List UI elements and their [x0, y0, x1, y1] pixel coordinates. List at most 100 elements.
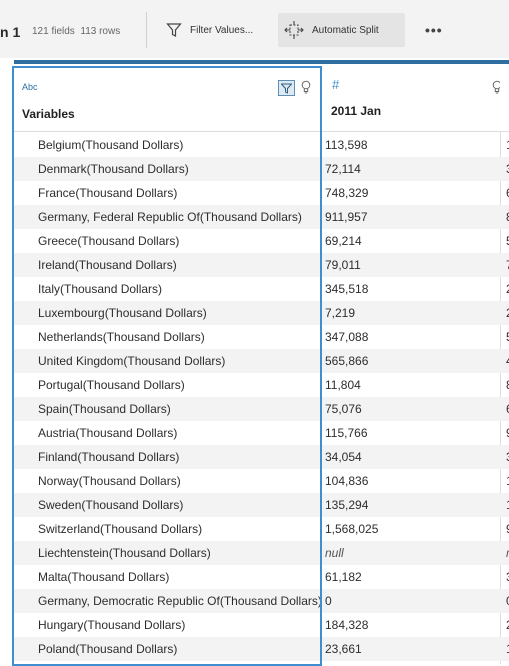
table-row[interactable]: Poland(Thousand Dollars) 23,661 1: [12, 637, 509, 661]
table-row[interactable]: Italy(Thousand Dollars) 345,518 2: [12, 277, 509, 301]
table-row[interactable]: Ireland(Thousand Dollars) 79,011 7: [12, 253, 509, 277]
cell-2011-jan[interactable]: 911,957: [325, 210, 368, 224]
cell-variable[interactable]: Luxembourg(Thousand Dollars): [38, 306, 207, 320]
cell-2011-jan[interactable]: 184,328: [325, 618, 369, 632]
cell-2011-jan[interactable]: 345,518: [325, 282, 369, 296]
cell-next-column[interactable]: 8: [506, 205, 509, 229]
automatic-split-button[interactable]: Automatic Split: [278, 13, 405, 47]
cell-variable[interactable]: Italy(Thousand Dollars): [38, 282, 163, 296]
table-row[interactable]: Norway(Thousand Dollars) 104,836 1: [12, 469, 509, 493]
cell-variable[interactable]: Finland(Thousand Dollars): [38, 450, 180, 464]
cell-variable[interactable]: Liechtenstein(Thousand Dollars): [38, 546, 211, 560]
cell-2011-jan[interactable]: 7,219: [325, 306, 356, 320]
cell-next-column[interactable]: 5: [506, 229, 509, 253]
cell-next-column[interactable]: 3: [506, 157, 509, 181]
cell-variable[interactable]: Germany, Democratic Republic Of(Thousand…: [38, 594, 320, 608]
table-row[interactable]: Portugal(Thousand Dollars) 11,804 8: [12, 373, 509, 397]
table-row[interactable]: Netherlands(Thousand Dollars) 347,088 5: [12, 325, 509, 349]
cell-2011-jan[interactable]: null: [325, 546, 344, 560]
field-count: 121 fields: [32, 26, 75, 37]
cell-variable[interactable]: Austria(Thousand Dollars): [38, 426, 178, 440]
table-row[interactable]: Switzerland(Thousand Dollars) 1,568,025 9: [12, 517, 509, 541]
cell-next-column[interactable]: 2: [506, 277, 509, 301]
table-row[interactable]: Spain(Thousand Dollars) 75,076 6: [12, 397, 509, 421]
cell-2011-jan[interactable]: 104,836: [325, 474, 369, 488]
row-count: 113 rows: [80, 26, 121, 37]
cell-variable[interactable]: Netherlands(Thousand Dollars): [38, 330, 205, 344]
cell-2011-jan[interactable]: 34,054: [325, 450, 362, 464]
field-row-count: 121 fields 113 rows: [32, 26, 120, 37]
cell-variable[interactable]: United Kingdom(Thousand Dollars): [38, 354, 226, 368]
cell-variable[interactable]: Portugal(Thousand Dollars): [38, 378, 185, 392]
table-row[interactable]: Finland(Thousand Dollars) 34,054 3: [12, 445, 509, 469]
cell-next-column[interactable]: 7: [506, 253, 509, 277]
table-row[interactable]: Germany, Federal Republic Of(Thousand Do…: [12, 205, 509, 229]
cell-variable[interactable]: Germany, Federal Republic Of(Thousand Do…: [38, 210, 302, 224]
cell-variable[interactable]: Denmark(Thousand Dollars): [38, 162, 189, 176]
cell-next-column[interactable]: 3: [506, 565, 509, 589]
cell-next-column[interactable]: 5: [506, 325, 509, 349]
cell-2011-jan[interactable]: 11,804: [325, 378, 361, 392]
table-row[interactable]: Luxembourg(Thousand Dollars) 7,219 2: [12, 301, 509, 325]
cell-2011-jan[interactable]: 23,661: [325, 642, 362, 656]
cell-2011-jan[interactable]: 0: [325, 594, 332, 608]
cell-next-column[interactable]: 9: [506, 517, 509, 541]
column-name-variables: Variables: [22, 107, 75, 121]
column-header-variables[interactable]: Abc Variables: [12, 66, 322, 132]
cell-2011-jan[interactable]: 61,182: [325, 570, 362, 584]
cell-next-column[interactable]: 2: [506, 301, 509, 325]
cell-next-column[interactable]: 9: [506, 421, 509, 445]
table-row[interactable]: Malta(Thousand Dollars) 61,182 3: [12, 565, 509, 589]
table-row[interactable]: Austria(Thousand Dollars) 115,766 9: [12, 421, 509, 445]
cell-variable[interactable]: Switzerland(Thousand Dollars): [38, 522, 203, 536]
cell-next-column[interactable]: 4: [506, 349, 509, 373]
table-row[interactable]: Belgium(Thousand Dollars) 113,598 1: [12, 133, 509, 157]
cell-variable[interactable]: Poland(Thousand Dollars): [38, 642, 178, 656]
cell-next-column[interactable]: 1: [506, 133, 509, 157]
funnel-icon[interactable]: [278, 80, 295, 96]
cell-variable[interactable]: Belgium(Thousand Dollars): [38, 138, 184, 152]
cell-next-column[interactable]: 1: [506, 469, 509, 493]
cell-variable[interactable]: Norway(Thousand Dollars): [38, 474, 181, 488]
cell-2011-jan[interactable]: 347,088: [325, 330, 369, 344]
column-header-2011-jan[interactable]: # 2011 Jan: [322, 66, 502, 132]
column-header-next[interactable]: [500, 66, 509, 132]
cell-variable[interactable]: Malta(Thousand Dollars): [38, 570, 170, 584]
cell-next-column[interactable]: 1: [506, 637, 509, 661]
cell-2011-jan[interactable]: 69,214: [325, 234, 362, 248]
cell-next-column[interactable]: n: [506, 541, 509, 565]
cell-variable[interactable]: Sweden(Thousand Dollars): [38, 498, 184, 512]
cell-2011-jan[interactable]: 135,294: [325, 498, 369, 512]
lightbulb-icon[interactable]: [301, 80, 311, 94]
table-row[interactable]: Liechtenstein(Thousand Dollars) null n: [12, 541, 509, 565]
table-row[interactable]: Hungary(Thousand Dollars) 184,328 2: [12, 613, 509, 637]
cell-2011-jan[interactable]: 79,011: [325, 258, 361, 272]
table-row[interactable]: Germany, Democratic Republic Of(Thousand…: [12, 589, 509, 613]
cell-variable[interactable]: Hungary(Thousand Dollars): [38, 618, 186, 632]
table-row[interactable]: Sweden(Thousand Dollars) 135,294 1: [12, 493, 509, 517]
cell-variable[interactable]: France(Thousand Dollars): [38, 186, 178, 200]
filter-values-button[interactable]: Filter Values...: [160, 13, 259, 47]
table-row[interactable]: France(Thousand Dollars) 748,329 6: [12, 181, 509, 205]
cell-variable[interactable]: Spain(Thousand Dollars): [38, 402, 171, 416]
cell-next-column[interactable]: 0: [506, 589, 509, 613]
table-row[interactable]: United Kingdom(Thousand Dollars) 565,866 4: [12, 349, 509, 373]
cell-2011-jan[interactable]: 565,866: [325, 354, 369, 368]
cell-next-column[interactable]: 6: [506, 397, 509, 421]
more-options-icon[interactable]: •••: [425, 22, 443, 38]
cell-2011-jan[interactable]: 748,329: [325, 186, 369, 200]
cell-2011-jan[interactable]: 72,114: [325, 162, 361, 176]
cell-next-column[interactable]: 2: [506, 613, 509, 637]
table-row[interactable]: Greece(Thousand Dollars) 69,214 5: [12, 229, 509, 253]
cell-variable[interactable]: Greece(Thousand Dollars): [38, 234, 180, 248]
cell-2011-jan[interactable]: 1,568,025: [325, 522, 379, 536]
cell-variable[interactable]: Ireland(Thousand Dollars): [38, 258, 177, 272]
cell-2011-jan[interactable]: 75,076: [325, 402, 362, 416]
table-row[interactable]: Denmark(Thousand Dollars) 72,114 3: [12, 157, 509, 181]
cell-2011-jan[interactable]: 113,598: [325, 138, 368, 152]
cell-next-column[interactable]: 3: [506, 445, 509, 469]
cell-2011-jan[interactable]: 115,766: [325, 426, 368, 440]
cell-next-column[interactable]: 8: [506, 373, 509, 397]
cell-next-column[interactable]: 1: [506, 493, 509, 517]
cell-next-column[interactable]: 6: [506, 181, 509, 205]
